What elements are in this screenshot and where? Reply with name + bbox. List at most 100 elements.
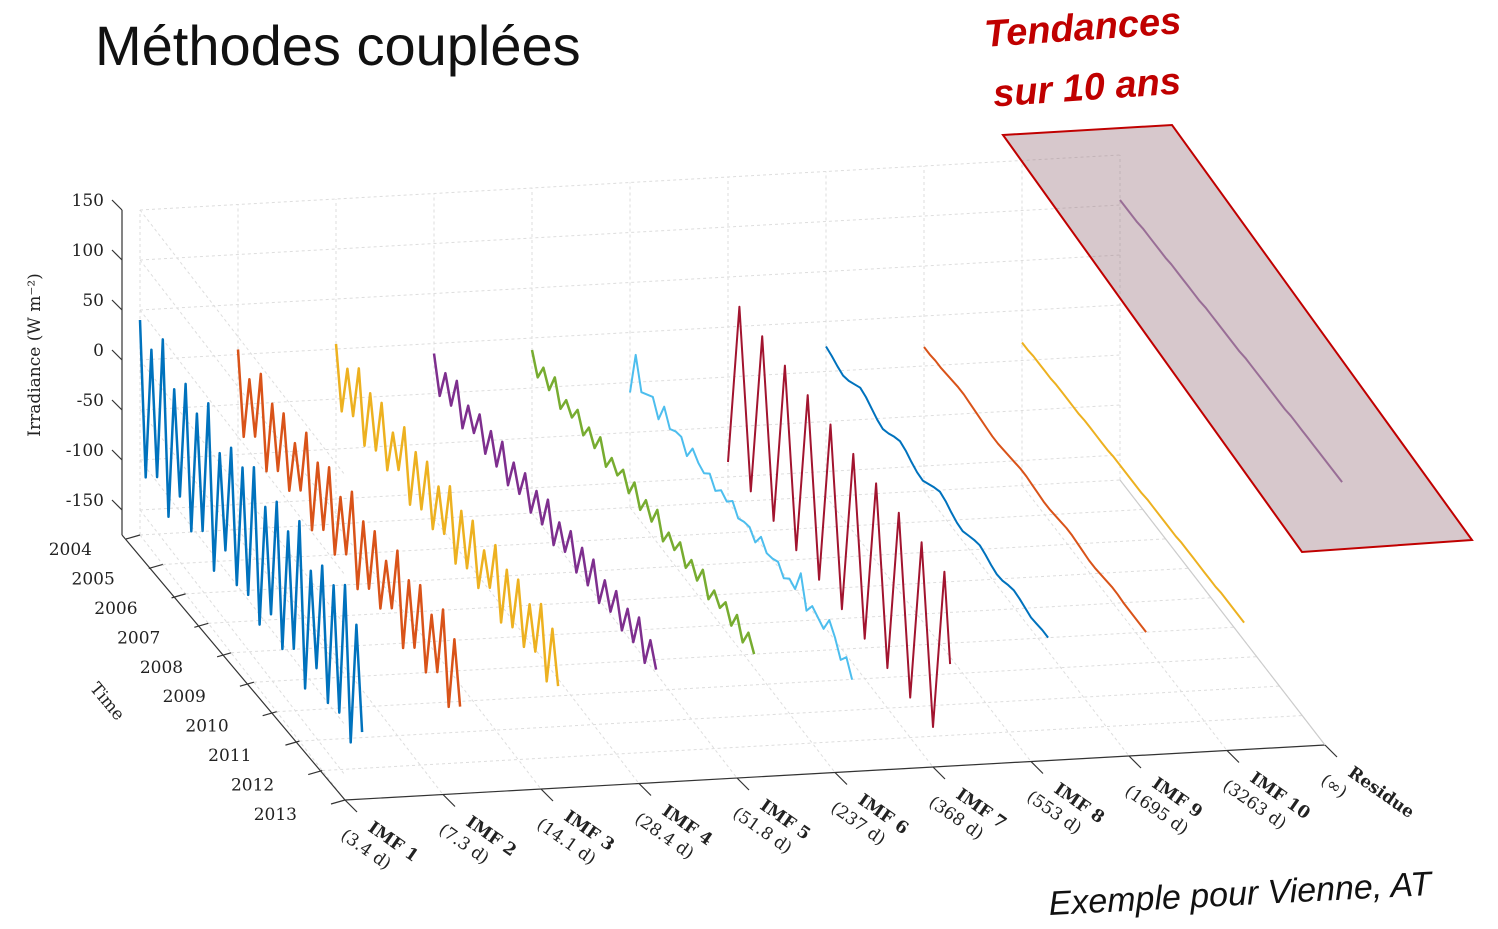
series-line xyxy=(727,305,952,728)
grid-line xyxy=(139,354,1121,411)
category-label: IMF 6(237 d) xyxy=(827,790,912,850)
tick-mark xyxy=(344,799,358,813)
tick-mark xyxy=(1030,761,1044,774)
tick-mark xyxy=(111,499,123,511)
grid-line xyxy=(139,204,1121,261)
tick-mark xyxy=(111,249,123,261)
tick-mark xyxy=(540,788,554,802)
grid-line xyxy=(322,715,1303,772)
grid-line xyxy=(139,509,346,776)
grid-line xyxy=(299,685,1280,742)
tick-mark xyxy=(111,349,123,361)
annotation-line: sur 10 ans xyxy=(992,60,1182,115)
category-label: IMF 1(3.4 d) xyxy=(337,818,422,875)
category-label: IMF 3(14.1 d) xyxy=(533,807,618,870)
grid-line xyxy=(276,656,1257,713)
z-tick-label: 100 xyxy=(72,241,104,261)
tick-mark xyxy=(1128,755,1142,769)
category-label: IMF 9(1695 d) xyxy=(1121,774,1206,840)
footer-note: Exemple pour Vienne, AT xyxy=(1048,865,1435,923)
category-label: IMF 5(51.8 d) xyxy=(729,796,814,859)
tick-mark xyxy=(111,199,123,211)
tick-mark xyxy=(171,593,186,599)
tick-mark xyxy=(125,534,141,540)
tick-mark xyxy=(1226,750,1240,763)
series-line xyxy=(530,349,756,655)
series-line xyxy=(1119,199,1343,483)
tick-mark xyxy=(442,794,456,807)
series-line xyxy=(629,353,854,680)
y-tick-label: 2008 xyxy=(140,658,183,678)
z-tick-label: -100 xyxy=(66,441,104,461)
series-line xyxy=(236,349,462,709)
category-sublabel: (∞) xyxy=(1317,770,1351,802)
category-label: Residue(∞) xyxy=(1317,763,1418,823)
y-tick-label: 2013 xyxy=(254,805,297,825)
grid-line xyxy=(139,304,1121,361)
tick-mark xyxy=(285,740,300,746)
y-axis-label: Time xyxy=(85,679,128,725)
grid-line xyxy=(139,309,346,576)
tick-mark xyxy=(194,622,209,628)
tick-mark xyxy=(736,777,750,791)
category-label: IMF 10(3263 d) xyxy=(1219,768,1314,834)
y-tick-label: 2004 xyxy=(49,540,92,560)
grid-line xyxy=(139,454,1121,511)
grid-line xyxy=(825,496,1032,762)
category-label: IMF 2(7.3 d) xyxy=(435,812,520,869)
series-line xyxy=(1021,341,1245,624)
tick-mark xyxy=(262,711,277,717)
category-label: IMF 7(368 d) xyxy=(925,785,1010,845)
grid-line xyxy=(139,534,346,801)
z-tick-label: 150 xyxy=(72,191,104,211)
slide-title: Méthodes couplées xyxy=(95,14,581,77)
tick-mark xyxy=(148,563,163,570)
axis-line xyxy=(1119,479,1326,746)
grid-line xyxy=(139,209,346,476)
category-label: IMF 8(553 d) xyxy=(1023,779,1108,839)
grid-line xyxy=(231,597,1212,654)
tick-mark xyxy=(216,652,232,658)
grid-line xyxy=(629,507,836,773)
grid-line xyxy=(139,254,1121,311)
y-tick-label: 2005 xyxy=(72,569,115,589)
grid-line xyxy=(531,512,738,779)
z-axis-label: Irradiance (W m⁻²) xyxy=(25,273,45,437)
highlight-box xyxy=(1001,123,1474,554)
z-tick-label: -150 xyxy=(66,491,104,511)
series-line xyxy=(923,346,1147,633)
tick-mark xyxy=(239,681,255,687)
z-tick-label: 0 xyxy=(93,341,104,361)
y-tick-label: 2007 xyxy=(117,628,160,648)
series-line xyxy=(825,345,1049,639)
axis-line xyxy=(121,534,346,801)
z-tick-label: -50 xyxy=(77,391,104,411)
grid-line xyxy=(162,508,1143,565)
y-tick-label: 2010 xyxy=(185,717,228,737)
category-name: Residue xyxy=(1344,763,1418,823)
series-line xyxy=(432,353,658,670)
grid-line xyxy=(185,538,1166,595)
series-line xyxy=(334,343,560,687)
tick-mark xyxy=(330,799,346,805)
y-tick-label: 2011 xyxy=(208,746,251,766)
grid-line xyxy=(253,626,1234,683)
tick-mark xyxy=(111,399,123,411)
y-tick-label: 2012 xyxy=(231,776,274,796)
tick-mark xyxy=(111,299,123,311)
y-tick-label: 2006 xyxy=(94,599,137,619)
tick-mark xyxy=(638,783,652,796)
annotation: Tendances sur 10 ans xyxy=(983,0,1183,115)
tick-mark xyxy=(308,769,323,776)
y-tick-label: 2009 xyxy=(163,687,206,707)
grid-line xyxy=(139,409,346,676)
grid-line xyxy=(139,459,346,726)
grid-line xyxy=(923,490,1130,757)
tick-mark xyxy=(834,772,848,785)
grid-line xyxy=(1021,485,1228,751)
z-tick-label: 50 xyxy=(82,291,104,311)
grid-line xyxy=(139,479,1121,536)
tick-mark xyxy=(1324,744,1338,758)
grid-line xyxy=(139,259,346,526)
